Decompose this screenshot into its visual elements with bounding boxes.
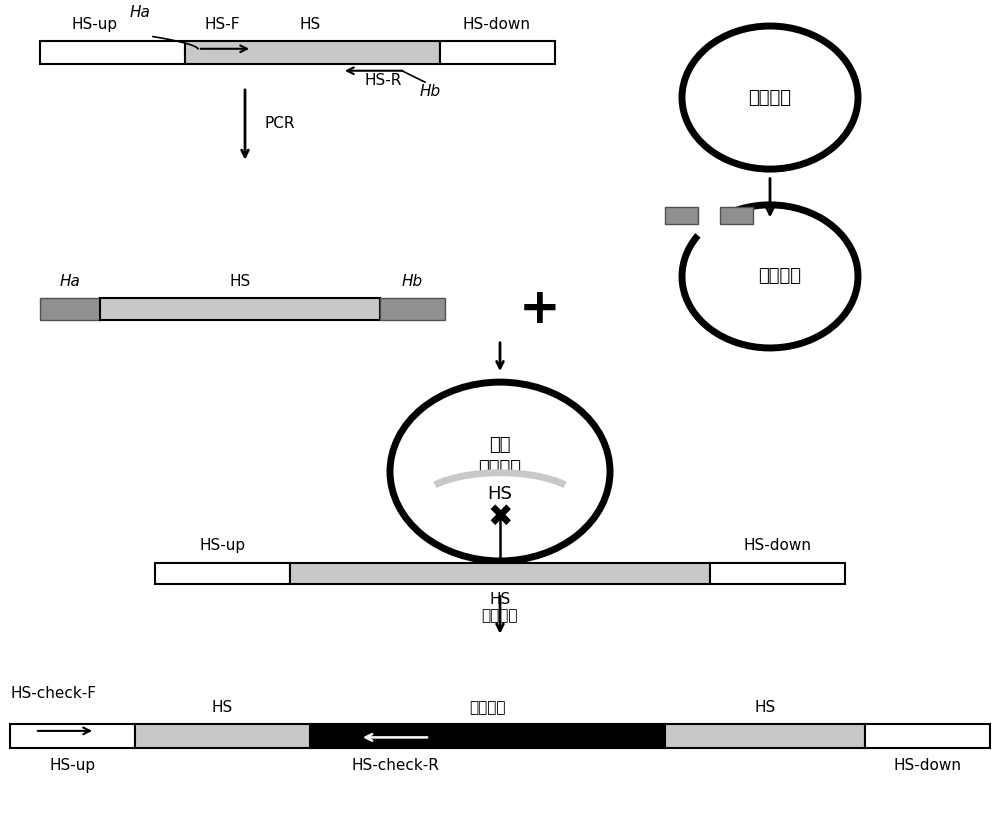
Bar — [100, 298, 380, 320]
Text: HS-up: HS-up — [72, 17, 118, 32]
Text: HS-check-R: HS-check-R — [351, 758, 439, 772]
Text: 自杀质粒: 自杀质粒 — [482, 608, 518, 623]
Text: 自杀质粒: 自杀质粒 — [759, 267, 802, 285]
Text: Hb: Hb — [402, 274, 423, 289]
Text: ✖: ✖ — [487, 503, 513, 533]
Text: HS-up: HS-up — [49, 758, 96, 772]
Bar — [155, 563, 290, 584]
Text: HS-check-F: HS-check-F — [10, 686, 96, 701]
Text: HS: HS — [489, 592, 511, 606]
Bar — [10, 724, 135, 748]
Text: HS: HS — [212, 701, 233, 715]
Text: HS: HS — [299, 17, 321, 32]
Text: 自杀质粒: 自杀质粒 — [748, 89, 792, 107]
Text: HS: HS — [754, 701, 776, 715]
Bar — [290, 563, 710, 584]
Text: HS: HS — [229, 274, 251, 289]
Text: Ha: Ha — [130, 6, 150, 20]
Bar — [440, 41, 555, 64]
Bar — [40, 298, 100, 320]
Bar — [710, 563, 845, 584]
Text: Hb: Hb — [420, 84, 441, 98]
Text: HS-F: HS-F — [205, 17, 240, 32]
Bar — [185, 41, 440, 64]
Text: HS-up: HS-up — [199, 538, 246, 553]
Bar — [865, 724, 990, 748]
Bar — [40, 41, 185, 64]
Text: +: + — [519, 285, 561, 333]
Text: HS-down: HS-down — [463, 17, 531, 32]
Text: Ha: Ha — [60, 274, 80, 289]
Text: 自杀质粒: 自杀质粒 — [479, 459, 522, 477]
Text: PCR: PCR — [265, 116, 296, 131]
Text: HS-down: HS-down — [894, 758, 962, 772]
Bar — [380, 298, 445, 320]
Bar — [665, 207, 698, 224]
Text: HS-down: HS-down — [744, 538, 812, 553]
Text: 重组: 重组 — [489, 436, 511, 454]
Bar — [135, 724, 310, 748]
Text: 自杀质粒: 自杀质粒 — [469, 701, 506, 715]
Text: HS-R: HS-R — [365, 73, 402, 88]
Bar — [720, 207, 753, 224]
Bar — [310, 724, 665, 748]
Text: HS: HS — [488, 485, 512, 503]
Bar — [665, 724, 865, 748]
